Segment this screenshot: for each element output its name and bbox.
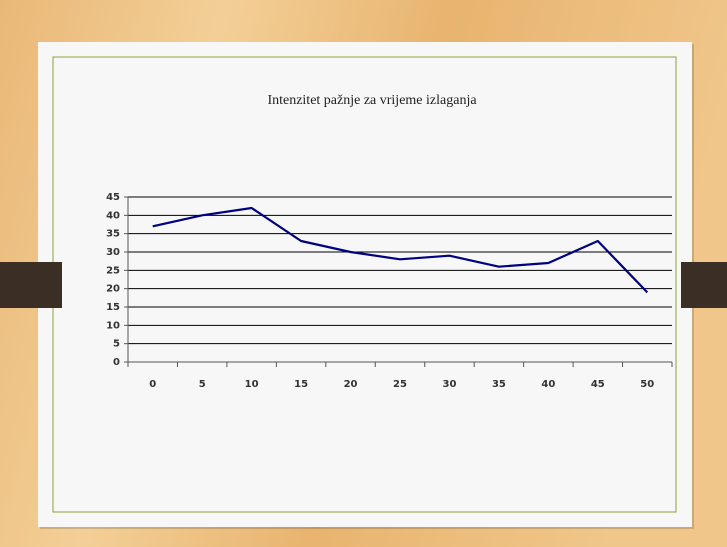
y-tick-label: 25 <box>106 265 120 276</box>
x-tick-label: 15 <box>294 379 308 390</box>
slide: Intenzitet pažnje za vrijeme izlaganja 0… <box>0 0 727 547</box>
y-tick-label: 20 <box>106 284 120 295</box>
x-tick-label: 45 <box>591 379 605 390</box>
y-tick-label: 15 <box>106 302 120 313</box>
paper-card <box>38 42 692 527</box>
left-tab <box>0 262 62 308</box>
x-tick-label: 30 <box>442 379 456 390</box>
x-tick-label: 10 <box>245 379 259 390</box>
x-tick-label: 5 <box>199 379 206 390</box>
right-tab <box>681 262 727 308</box>
x-tick-label: 0 <box>149 379 156 390</box>
y-tick-label: 5 <box>113 339 120 350</box>
y-tick-label: 30 <box>106 247 120 258</box>
page: {"chart_data": {"type": "line", "title":… <box>0 0 727 547</box>
y-tick-label: 10 <box>106 320 120 331</box>
chart-title: Intenzitet pažnje za vrijeme izlaganja <box>267 93 477 108</box>
x-tick-label: 50 <box>640 379 654 390</box>
y-tick-label: 45 <box>106 192 120 203</box>
y-tick-label: 35 <box>106 229 120 240</box>
x-tick-label: 40 <box>541 379 555 390</box>
x-tick-label: 20 <box>344 379 358 390</box>
x-tick-label: 25 <box>393 379 407 390</box>
y-tick-label: 0 <box>113 357 120 368</box>
y-tick-label: 40 <box>106 210 120 221</box>
x-tick-label: 35 <box>492 379 506 390</box>
